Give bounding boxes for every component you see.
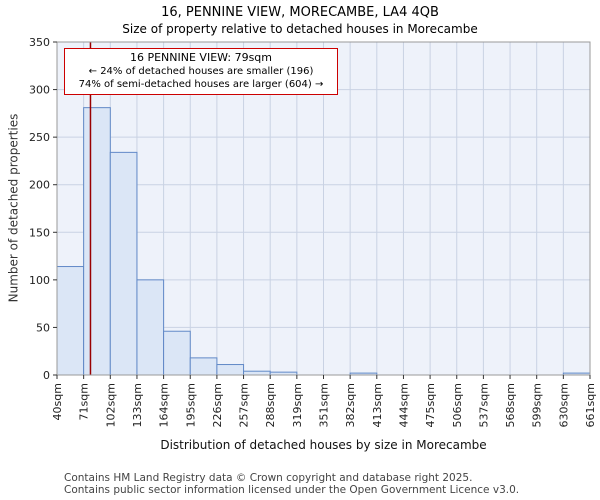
attribution-line-1: Contains HM Land Registry data © Crown c…	[64, 472, 473, 484]
histogram-bar	[109, 151, 138, 376]
annotation-larger-pct: 74% of semi-detached houses are larger (…	[78, 79, 324, 90]
x-tick-label: 195sqm	[184, 383, 197, 427]
y-tick-label: 150	[29, 226, 50, 239]
chart-subtitle: Size of property relative to detached ho…	[122, 22, 478, 36]
x-tick-label: 257sqm	[238, 383, 251, 427]
chart-title: 16, PENNINE VIEW, MORECAMBE, LA4 4QB	[161, 5, 439, 20]
x-tick-label: 133sqm	[131, 383, 144, 427]
histogram-bar	[189, 357, 218, 376]
x-tick-label: 226sqm	[211, 383, 224, 427]
x-tick-label: 102sqm	[104, 383, 117, 427]
y-tick-label: 350	[29, 36, 50, 49]
y-tick-label: 250	[29, 131, 50, 144]
property-annotation-box: 16 PENNINE VIEW: 79sqm ← 24% of detached…	[64, 48, 338, 95]
x-axis-label: Distribution of detached houses by size …	[160, 438, 487, 452]
x-tick-label: 537sqm	[477, 383, 490, 427]
histogram-bar	[163, 330, 191, 376]
x-tick-label: 599sqm	[531, 383, 544, 427]
y-tick-label: 100	[29, 274, 50, 287]
x-tick-label: 444sqm	[397, 383, 410, 427]
x-tick-label: 661sqm	[584, 383, 597, 427]
x-tick-label: 568sqm	[504, 383, 517, 427]
x-tick-label: 475sqm	[424, 383, 437, 427]
histogram-bar	[243, 370, 271, 376]
annotation-property-size: 16 PENNINE VIEW: 79sqm	[129, 51, 273, 64]
histogram-bar	[83, 107, 111, 376]
x-tick-label: 71sqm	[78, 383, 91, 420]
annotation-smaller-pct: ← 24% of detached houses are smaller (19…	[88, 66, 314, 77]
x-tick-label: 40sqm	[51, 383, 64, 420]
x-tick-label: 351sqm	[318, 383, 331, 427]
x-tick-label: 506sqm	[451, 383, 464, 427]
y-tick-label: 200	[29, 179, 50, 192]
x-tick-label: 319sqm	[291, 383, 304, 427]
attribution-line-2: Contains public sector information licen…	[64, 484, 520, 496]
x-tick-label: 382sqm	[344, 383, 357, 427]
x-tick-label: 413sqm	[371, 383, 384, 427]
y-tick-label: 50	[36, 321, 50, 334]
histogram-bar	[216, 364, 245, 376]
attribution-footer: Contains HM Land Registry data © Crown c…	[64, 472, 519, 496]
x-tick-label: 164sqm	[158, 383, 171, 427]
y-tick-label: 300	[29, 84, 50, 97]
histogram-bar	[136, 279, 165, 376]
x-tick-label: 630sqm	[557, 383, 570, 427]
y-tick-label: 0	[43, 369, 50, 382]
histogram-bar	[56, 266, 85, 376]
x-tick-label: 288sqm	[264, 383, 277, 427]
y-axis-label: Number of detached properties	[6, 113, 21, 303]
